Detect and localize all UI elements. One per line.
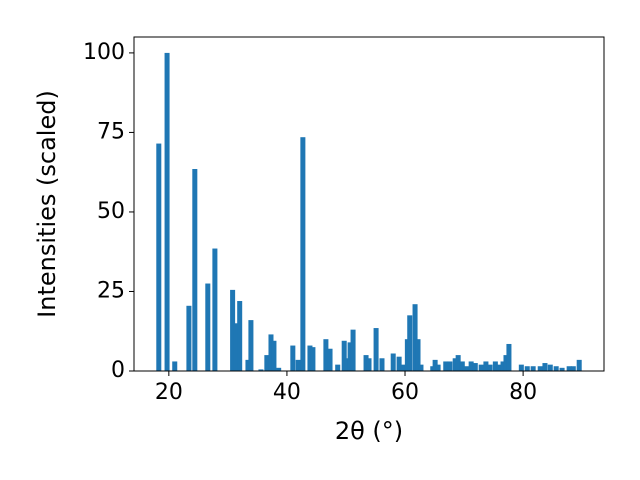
bar (455, 355, 461, 371)
y-tick-label: 100 (83, 40, 125, 65)
bar (483, 361, 489, 371)
bar (496, 364, 502, 371)
bar (418, 364, 424, 371)
bar (506, 343, 512, 371)
x-axis-label: 2θ (°) (335, 417, 403, 445)
bar (435, 364, 441, 371)
bar (230, 289, 236, 371)
bar (300, 137, 306, 371)
bar (290, 345, 296, 371)
bar (363, 355, 369, 371)
bar (524, 366, 530, 371)
bar (530, 366, 536, 371)
bar (271, 340, 277, 371)
x-tick-label: 80 (509, 380, 537, 405)
bar (366, 358, 372, 371)
bar (487, 364, 493, 371)
y-tick-label: 75 (97, 119, 125, 144)
bar (335, 364, 341, 371)
bar (205, 283, 211, 371)
bar (156, 143, 162, 371)
bar (576, 359, 582, 371)
bar (268, 334, 274, 371)
bar (443, 361, 449, 371)
bar (570, 366, 576, 371)
bar (164, 52, 170, 372)
y-tick-label: 0 (111, 358, 125, 383)
x-tick-label: 60 (391, 380, 419, 405)
bar (400, 364, 406, 371)
bar (492, 361, 498, 371)
bar (347, 342, 353, 371)
bar (310, 347, 316, 371)
x-tick-label: 40 (273, 380, 301, 405)
bar (323, 339, 329, 371)
bar (432, 359, 438, 371)
bar (379, 358, 385, 371)
bar (468, 361, 474, 371)
bar (327, 348, 333, 371)
bar (237, 301, 243, 371)
bar (341, 340, 347, 371)
bar (553, 366, 559, 371)
y-axis-label: Intensities (scaled) (33, 90, 61, 318)
bar (350, 329, 356, 371)
bar (407, 315, 413, 371)
bar (264, 355, 270, 371)
bar (566, 366, 572, 371)
bar (412, 304, 418, 371)
bar (472, 363, 478, 371)
bar (459, 361, 465, 371)
bar (478, 364, 484, 371)
bar (258, 369, 264, 371)
bar (415, 339, 421, 371)
bar (390, 353, 396, 371)
y-tick-label: 50 (97, 199, 125, 224)
bar (452, 358, 458, 371)
bar (344, 358, 350, 371)
plot-frame (133, 36, 605, 372)
bar (518, 364, 524, 371)
x-tick-label: 20 (155, 380, 183, 405)
bar (307, 345, 313, 371)
bar (233, 323, 239, 371)
bar (547, 364, 553, 371)
y-tick-label: 25 (97, 278, 125, 303)
bar (212, 248, 218, 371)
bar (500, 361, 506, 371)
bar (245, 359, 251, 371)
bar (537, 366, 543, 371)
bar (186, 305, 192, 371)
bar (559, 367, 565, 371)
bar (542, 363, 548, 371)
bar (447, 361, 453, 371)
bar (172, 361, 178, 371)
bar (503, 355, 509, 371)
bar (373, 328, 379, 371)
bar (248, 320, 254, 371)
bar (276, 367, 282, 371)
bar (295, 359, 301, 371)
bar (396, 356, 402, 371)
bar (192, 169, 198, 371)
bar (464, 366, 470, 371)
